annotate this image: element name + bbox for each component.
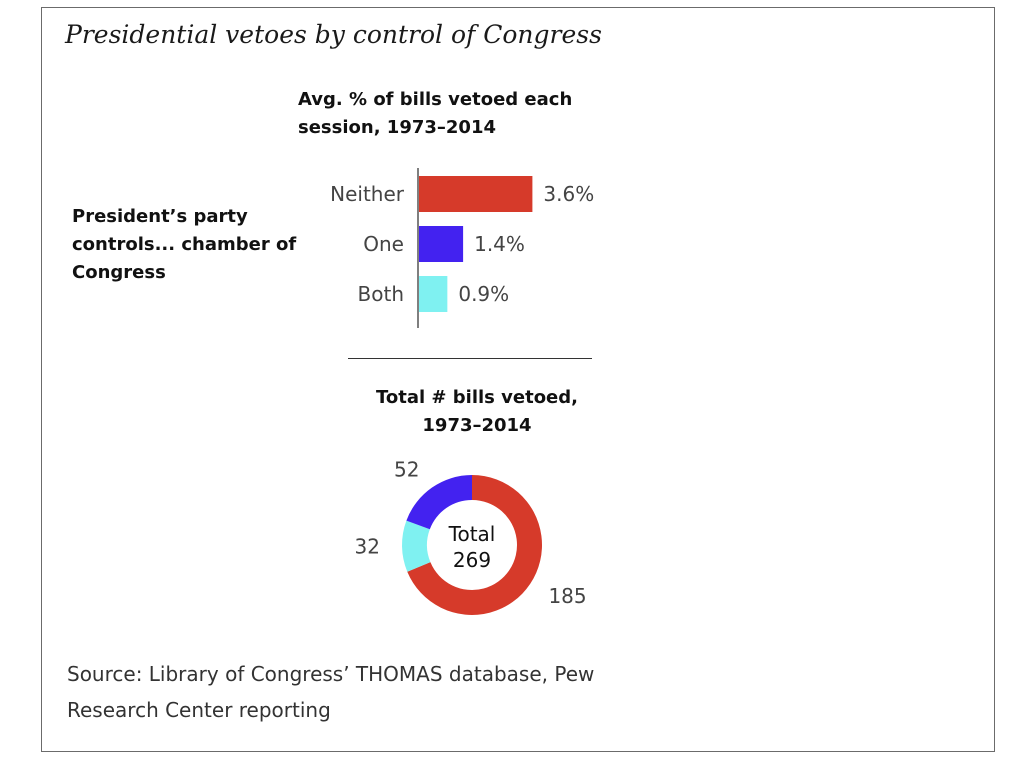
donut-slice	[407, 475, 542, 615]
bar-chart: Neither 3.6% One 1.4% Both 0.9%	[330, 168, 594, 328]
donut-slice	[406, 475, 472, 530]
chart-title: Presidential vetoes by control of Congre…	[65, 20, 602, 49]
donut-slice-label: 32	[355, 535, 380, 559]
section-divider	[348, 358, 592, 359]
donut-center-label: Total	[448, 522, 496, 546]
donut-slice-label: 52	[394, 458, 419, 481]
bar-value-label: 1.4%	[474, 232, 525, 256]
bar	[419, 226, 464, 262]
bar-category-label: Both	[358, 282, 404, 306]
bar-category-label: One	[363, 232, 404, 256]
bar-category-label: Neither	[330, 182, 405, 206]
source-note: Source: Library of Congress’ THOMAS data…	[67, 662, 595, 722]
bar	[419, 276, 448, 312]
bar	[419, 176, 533, 212]
bar-value-label: 0.9%	[458, 282, 509, 306]
donut-slice-label: 185	[548, 584, 586, 608]
donut-center-value: 269	[453, 548, 491, 572]
bar-chart-title: Avg. % of bills vetoed each session, 197…	[298, 89, 573, 138]
donut-chart-title: Total # bills vetoed, 1973–2014	[375, 387, 578, 436]
chart-frame: Presidential vetoes by control of Congre…	[41, 7, 995, 752]
row-group-label: President’s party controls... chamber of…	[72, 206, 297, 283]
donut-slice	[402, 520, 431, 572]
bar-value-label: 3.6%	[543, 182, 594, 206]
